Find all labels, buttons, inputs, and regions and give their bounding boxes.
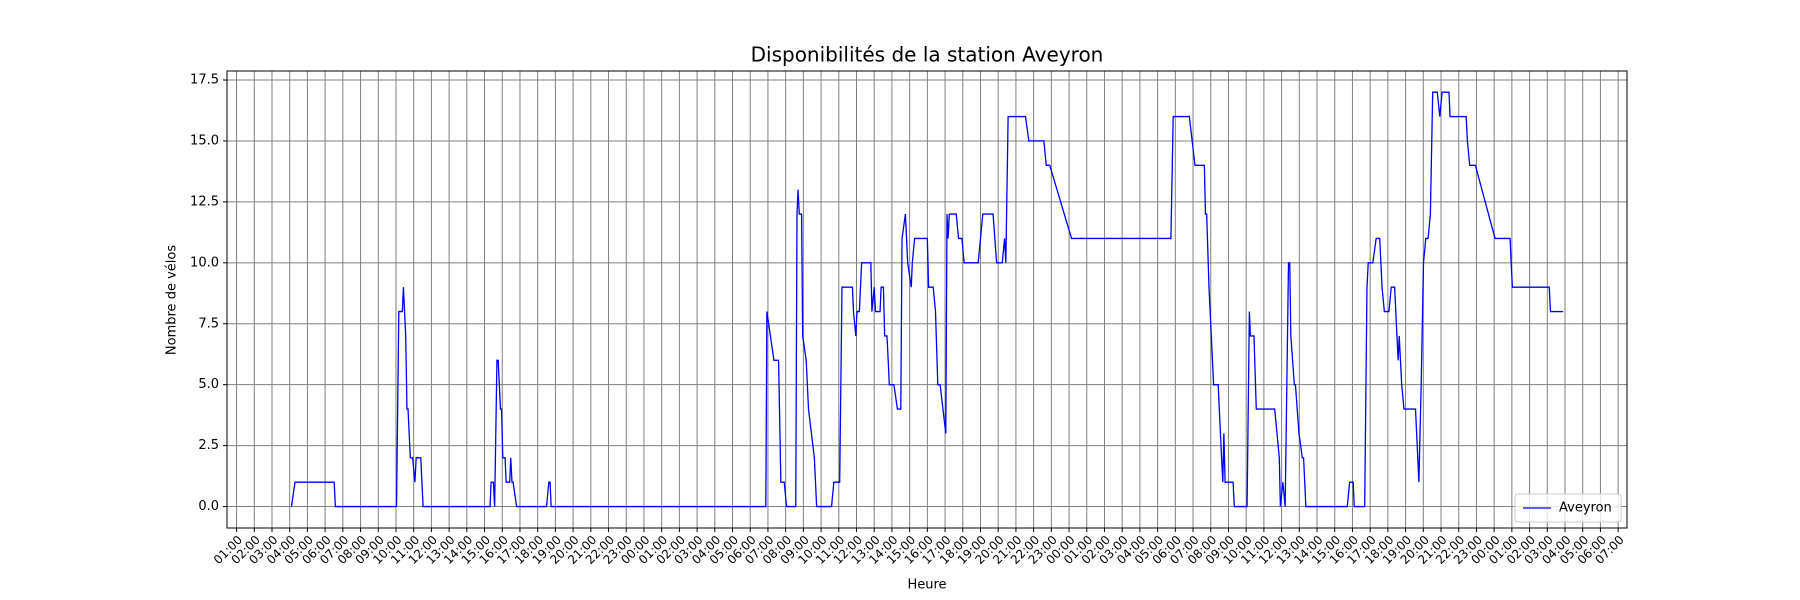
y-tick-label: 0.0: [198, 499, 219, 514]
y-axis-label: Nombre de vélos: [165, 245, 180, 355]
y-tick-label: 15.0: [190, 133, 219, 148]
legend-label: Aveyron: [1559, 501, 1612, 516]
y-tick-label: 10.0: [190, 255, 219, 270]
y-tick-label: 5.0: [198, 377, 219, 392]
plot-frame: [226, 70, 1628, 529]
y-tick-label: 12.5: [190, 194, 219, 209]
legend-box: [1514, 493, 1622, 523]
x-axis-label: Heure: [907, 578, 946, 593]
y-tick-label: 17.5: [190, 73, 219, 88]
y-tick-label: 7.5: [198, 316, 219, 331]
data-line: [290, 91, 1564, 508]
chart-title: Disponibilités de la station Aveyron: [751, 43, 1104, 67]
y-tick-label: 2.5: [198, 438, 219, 453]
